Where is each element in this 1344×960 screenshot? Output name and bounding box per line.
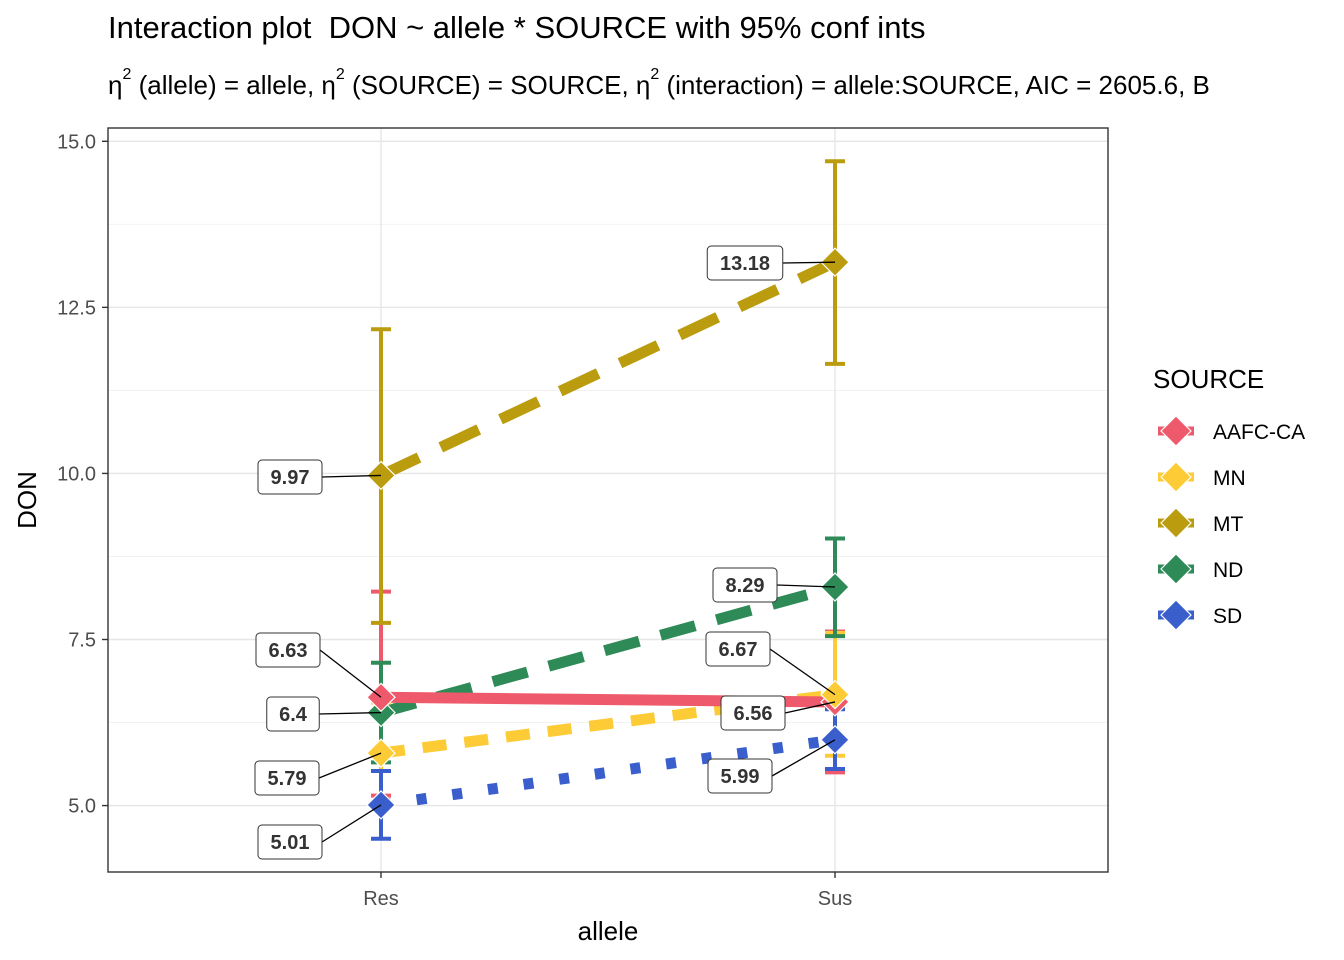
- label-box-mn: [705, 631, 771, 667]
- y-tick-label: 12.5: [57, 297, 96, 319]
- series-line-mt: [378, 257, 838, 481]
- legend-label-mt: MT: [1213, 513, 1243, 536]
- data-label-mt-sus: 13.18: [720, 253, 770, 275]
- subtitle-eta-2: η: [321, 70, 336, 100]
- y-tick-label: 7.5: [68, 630, 96, 652]
- label-box-aafc-ca: [255, 632, 321, 668]
- label-box-mn: [254, 760, 320, 796]
- subtitle-text-3: (interaction) = allele:SOURCE, AIC = 260…: [659, 70, 1210, 100]
- x-axis-label: allele: [578, 916, 639, 946]
- data-labels: 6.63 6.56 5.79 6.67 9.97 13.18 6.4 8.29 5.01 5.99: [254, 245, 836, 860]
- data-label-mt-res: 9.97: [271, 467, 310, 489]
- y-axis-label: DON: [12, 471, 42, 529]
- label-box-sd: [707, 758, 773, 794]
- series-line-nd: [379, 581, 837, 718]
- legend-key-point-mt: [1160, 507, 1192, 539]
- data-label-mn-sus: 6.67: [719, 639, 758, 661]
- x-tick-label: Res: [363, 888, 399, 910]
- data-label-aafc-ca-res: 6.63: [269, 640, 308, 662]
- label-leader-aafc-ca: [319, 649, 382, 698]
- data-label-nd-sus: 8.29: [726, 575, 765, 597]
- data-label-nd-res: 6.4: [279, 704, 308, 726]
- label-leader-mn: [769, 648, 836, 696]
- legend-label-mn: MN: [1213, 467, 1246, 490]
- data-label-sd-sus: 5.99: [721, 766, 760, 788]
- label-box-sd: [257, 824, 323, 860]
- legend-title: SOURCE: [1153, 364, 1264, 394]
- label-leader-aafc-ca: [784, 701, 836, 714]
- legend-label-nd: ND: [1213, 559, 1243, 582]
- label-box-mt: [257, 459, 323, 495]
- label-box-nd: [266, 696, 320, 732]
- subtitle-sup-2: 2: [335, 66, 345, 83]
- subtitle-text-1: (allele) = allele,: [131, 70, 322, 100]
- label-leader-nd: [776, 584, 836, 588]
- legend-key-point-aafc-ca: [1160, 415, 1192, 447]
- subtitle-sup-1: 2: [122, 66, 132, 83]
- legend: SOURCE AAFC-CA MN MT ND SD: [1153, 364, 1305, 631]
- label-box-nd: [712, 567, 778, 603]
- subtitle-eta-1: η: [108, 70, 123, 100]
- legend-key-point-mn: [1160, 461, 1192, 493]
- legend-label-aafc-ca: AAFC-CA: [1213, 421, 1305, 444]
- legend-key-point-sd: [1160, 599, 1192, 631]
- x-tick-label: Sus: [818, 888, 852, 910]
- label-leader-mn: [318, 752, 382, 779]
- data-label-aafc-ca-sus: 6.56: [734, 703, 773, 725]
- legend-label-sd: SD: [1213, 605, 1242, 628]
- label-leader-nd: [319, 711, 382, 715]
- grid-layer: [108, 128, 1108, 872]
- subtitle-sup-3: 2: [650, 66, 660, 83]
- subtitle-eta-3: η: [635, 70, 651, 100]
- subtitle-text-2: (SOURCE) = SOURCE,: [344, 70, 636, 100]
- y-tick-label: 10.0: [57, 463, 96, 485]
- y-tick-label: 5.0: [68, 796, 96, 818]
- chart-subtitle: η2 (allele) = allele, η2 (SOURCE) = SOUR…: [108, 66, 1210, 101]
- chart-title: Interaction plot DON ~ allele * SOURCE w…: [108, 10, 926, 45]
- panel-border: [107, 127, 1109, 873]
- label-box-mt: [706, 245, 784, 281]
- label-leader-sd: [321, 804, 382, 843]
- label-leader-mt: [321, 474, 382, 478]
- data-label-sd-res: 5.01: [271, 832, 310, 854]
- label-leader-sd: [771, 739, 836, 777]
- series-line-sd: [380, 734, 836, 811]
- data-label-mn-res: 5.79: [268, 768, 307, 790]
- legend-key-point-nd: [1160, 553, 1192, 585]
- label-leader-mt: [782, 261, 836, 264]
- axes: 5.0 7.5 10.0 12.5 15.0 Res Sus allele DON: [12, 131, 852, 946]
- y-tick-label: 15.0: [57, 131, 96, 153]
- data-points: [366, 247, 850, 820]
- label-box-aafc-ca: [720, 695, 786, 731]
